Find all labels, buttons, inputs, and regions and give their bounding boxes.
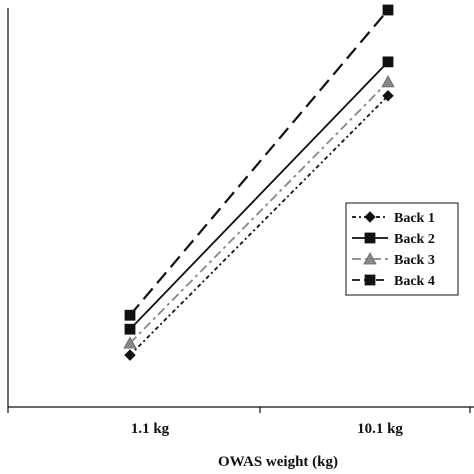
x-tick-label: 1.1 kg <box>131 421 170 437</box>
series-line <box>129 95 389 356</box>
legend-swatch-marker <box>364 211 376 223</box>
data-point <box>124 349 136 361</box>
axes <box>7 8 474 413</box>
x-axis-title: OWAS weight (kg) <box>218 454 338 470</box>
legend-swatch-marker <box>364 232 376 244</box>
legend-label: Back 4 <box>394 274 435 289</box>
series-line <box>129 81 389 344</box>
data-point <box>382 90 394 102</box>
series-line <box>129 61 389 330</box>
legend-label: Back 2 <box>394 232 435 247</box>
series-back-1 <box>124 90 394 361</box>
legend-label: Back 3 <box>394 253 435 268</box>
x-tick-labels: 1.1 kg 10.1 kg <box>131 421 404 437</box>
legend-entries: Back 1 Back 2 Back 3 Back 4 <box>352 211 435 289</box>
data-point <box>123 336 137 349</box>
data-point <box>124 323 136 335</box>
series-line <box>129 9 389 316</box>
data-point <box>124 309 136 321</box>
legend-swatch-marker <box>364 274 376 286</box>
data-point <box>382 4 394 16</box>
data-point <box>382 56 394 68</box>
legend: Back 1 Back 2 Back 3 Back 4 <box>345 202 459 296</box>
series-back-3 <box>123 74 395 349</box>
series-layer <box>123 4 395 361</box>
x-tick-label: 10.1 kg <box>357 421 403 437</box>
series-back-2 <box>124 56 394 335</box>
series-back-4 <box>124 4 394 321</box>
legend-swatch-marker <box>363 252 377 265</box>
legend-label: Back 1 <box>394 211 435 226</box>
data-point <box>381 74 395 88</box>
